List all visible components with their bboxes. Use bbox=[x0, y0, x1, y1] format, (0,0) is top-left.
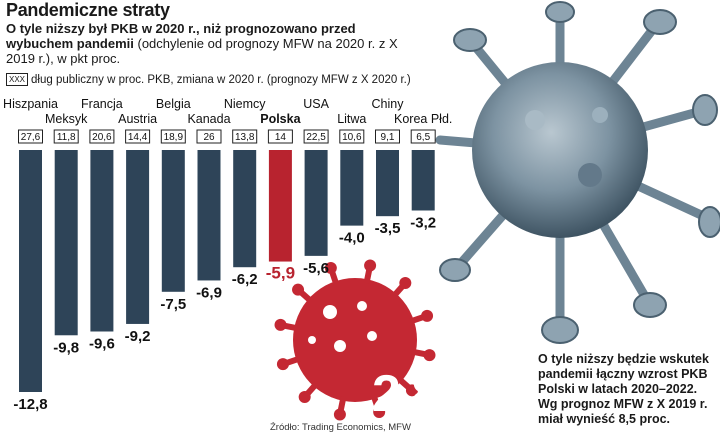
value-label-belgia: -7,5 bbox=[160, 296, 186, 313]
virus-spike-tip bbox=[364, 259, 377, 272]
bar-kanada bbox=[197, 150, 221, 281]
value-label-korea-pld: -3,2 bbox=[410, 215, 436, 232]
callout-unit-line2: proc. bbox=[472, 393, 519, 416]
bar-austria bbox=[126, 150, 150, 324]
bar-francja bbox=[90, 150, 114, 332]
virus-spike-tip bbox=[292, 283, 305, 296]
category-label-litwa: Litwa bbox=[337, 112, 366, 126]
bar-niemcy bbox=[233, 150, 257, 268]
source-note: Źródło: Trading Economics, MFW bbox=[270, 422, 411, 433]
chart-title: Pandemiczne straty bbox=[6, 0, 170, 20]
virus-hole bbox=[357, 301, 367, 311]
category-label-korea-pld: Korea Płd. bbox=[394, 112, 452, 126]
bar-meksyk bbox=[54, 150, 78, 336]
bar-chiny bbox=[376, 150, 399, 217]
debt-box-usa bbox=[303, 129, 329, 144]
value-label-chiny: -3,5 bbox=[375, 220, 401, 237]
debt-label-korea-pld: 6,5 bbox=[416, 132, 430, 143]
subtitle-rest: (odchylenie od prognozy MFW na 2020 r. z… bbox=[6, 36, 398, 66]
virus-icon bbox=[274, 259, 436, 421]
debt-box-chiny bbox=[375, 129, 400, 144]
virus-hole bbox=[323, 305, 337, 319]
debt-box-austria bbox=[125, 129, 151, 144]
debt-label-polska: 14 bbox=[275, 132, 287, 143]
category-label-francja: Francja bbox=[81, 97, 123, 111]
debt-label-meksyk: 11,8 bbox=[57, 132, 76, 143]
callout-unit-line1: pkt bbox=[472, 371, 501, 394]
bar-litwa bbox=[340, 150, 364, 226]
value-label-francja: -9,6 bbox=[89, 336, 115, 353]
value-label-polska: -5,9 bbox=[266, 264, 295, 283]
virus-spike-tip bbox=[298, 390, 311, 403]
debt-box-kanada bbox=[196, 129, 222, 144]
subtitle-bold: O tyle niższy był PKB w 2020 r., niż pro… bbox=[6, 21, 356, 51]
callout-unit: pkt proc. bbox=[472, 372, 519, 416]
virus-spike-tip bbox=[324, 261, 337, 274]
value-label-meksyk: -9,8 bbox=[53, 339, 79, 356]
debt-label-francja: 20,6 bbox=[92, 132, 112, 143]
debt-label-belgia: 18,9 bbox=[164, 132, 184, 143]
debt-box-korea-pld bbox=[410, 129, 436, 144]
value-label-kanada: -6,9 bbox=[196, 284, 222, 301]
category-label-belgia: Belgia bbox=[156, 97, 191, 111]
category-label-kanada: Kanada bbox=[187, 112, 230, 126]
callout-note-box: O tyle niższy będzie wskutek pandemii łą… bbox=[528, 350, 720, 438]
bar-polska bbox=[268, 150, 292, 262]
category-label-niemcy: Niemcy bbox=[224, 97, 266, 111]
debt-box-francja bbox=[89, 129, 115, 144]
value-label-usa: -5,6 bbox=[303, 260, 329, 277]
debt-label-usa: 22,5 bbox=[306, 132, 326, 143]
virus-spike-tip bbox=[333, 408, 346, 421]
value-label-hiszpania: -12,8 bbox=[13, 396, 47, 413]
bar-usa bbox=[304, 150, 328, 256]
debt-label-chiny: 9,1 bbox=[381, 132, 395, 143]
category-label-polska: Polska bbox=[260, 112, 301, 126]
virus-spike-tip bbox=[399, 277, 412, 290]
legend: XXX dług publiczny w proc. PKB, zmiana w … bbox=[6, 73, 411, 86]
debt-label-hiszpania: 27,6 bbox=[21, 132, 41, 143]
bar-korea-pld bbox=[411, 150, 435, 211]
category-label-hiszpania: Hiszpania bbox=[3, 97, 58, 111]
virus-spike-tip bbox=[274, 318, 287, 331]
debt-label-kanada: 26 bbox=[203, 132, 215, 143]
bar-belgia bbox=[161, 150, 185, 292]
category-label-chiny: Chiny bbox=[372, 97, 405, 111]
category-label-usa: USA bbox=[303, 97, 329, 111]
value-label-austria: -9,2 bbox=[125, 328, 151, 345]
value-label-niemcy: -6,2 bbox=[232, 271, 258, 288]
bar-hiszpania bbox=[19, 150, 42, 392]
legend-text: dług publiczny w proc. PKB, zmiana w 202… bbox=[31, 74, 411, 86]
virus-spike-tip bbox=[276, 358, 289, 371]
virus-spike-tip bbox=[405, 384, 418, 397]
debt-box-niemcy bbox=[232, 129, 258, 144]
value-label-litwa: -4,0 bbox=[339, 230, 365, 247]
debt-box-belgia bbox=[160, 129, 186, 144]
callout-note: O tyle niższy będzie wskutek pandemii łą… bbox=[538, 352, 709, 426]
debt-box-litwa bbox=[339, 129, 365, 144]
debt-label-litwa: 10,6 bbox=[342, 132, 362, 143]
debt-box-hiszpania bbox=[18, 129, 43, 144]
debt-box-polska bbox=[267, 129, 293, 144]
category-label-meksyk: Meksyk bbox=[45, 112, 88, 126]
chart-subtitle: O tyle niższy był PKB w 2020 r., niż pro… bbox=[6, 21, 426, 66]
debt-label-austria: 14,4 bbox=[128, 132, 148, 143]
virus-spike-tip bbox=[421, 309, 434, 322]
callout-value: 2,8 bbox=[372, 365, 440, 423]
virus-hole bbox=[334, 340, 346, 352]
virus-hole bbox=[308, 336, 316, 344]
virus-spike-tip bbox=[373, 406, 386, 419]
virus-spike-tip bbox=[423, 349, 436, 362]
category-label-austria: Austria bbox=[118, 112, 157, 126]
debt-box-meksyk bbox=[53, 129, 79, 144]
legend-box: XXX bbox=[6, 73, 29, 86]
debt-label-niemcy: 13,8 bbox=[235, 132, 255, 143]
virus-hole bbox=[367, 331, 377, 341]
